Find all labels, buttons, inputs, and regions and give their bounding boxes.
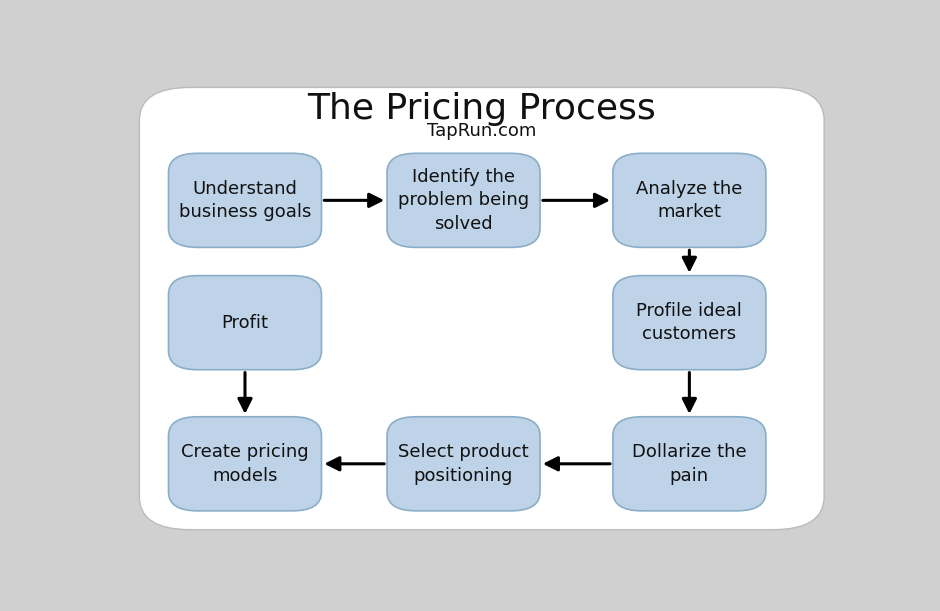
Text: Profit: Profit	[222, 313, 269, 332]
Text: Dollarize the
pain: Dollarize the pain	[632, 443, 746, 485]
FancyBboxPatch shape	[168, 276, 321, 370]
Text: Identify the
problem being
solved: Identify the problem being solved	[398, 168, 529, 233]
FancyBboxPatch shape	[387, 153, 540, 247]
FancyBboxPatch shape	[613, 417, 766, 511]
FancyBboxPatch shape	[387, 417, 540, 511]
FancyBboxPatch shape	[168, 153, 321, 247]
Text: Create pricing
models: Create pricing models	[181, 443, 309, 485]
FancyBboxPatch shape	[168, 417, 321, 511]
Text: Understand
business goals: Understand business goals	[179, 180, 311, 221]
FancyBboxPatch shape	[613, 276, 766, 370]
Text: Select product
positioning: Select product positioning	[399, 443, 529, 485]
Text: Analyze the
market: Analyze the market	[636, 180, 743, 221]
Text: The Pricing Process: The Pricing Process	[307, 92, 656, 126]
Text: Profile ideal
customers: Profile ideal customers	[636, 302, 743, 343]
FancyBboxPatch shape	[139, 87, 824, 530]
FancyBboxPatch shape	[613, 153, 766, 247]
Text: TapRun.com: TapRun.com	[427, 122, 537, 140]
